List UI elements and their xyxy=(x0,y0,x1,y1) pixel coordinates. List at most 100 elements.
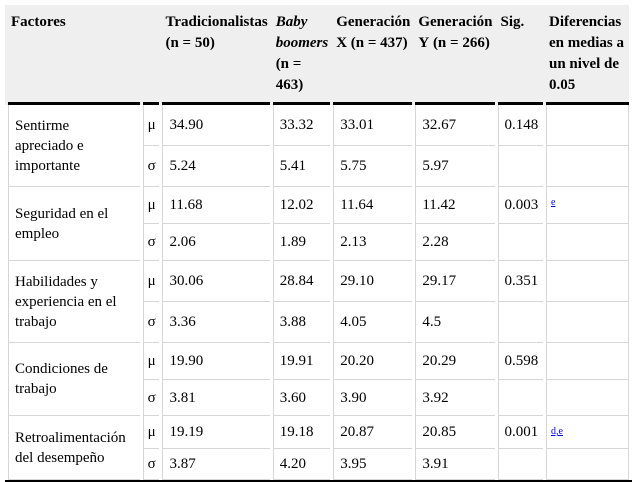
mean-value: 20.85 xyxy=(415,416,495,449)
sd-value: 5.75 xyxy=(333,146,413,187)
mean-value: 33.32 xyxy=(272,105,331,146)
col-header-factores: Factores xyxy=(8,5,140,105)
sig-empty-cell xyxy=(497,302,543,343)
mu-symbol: μ xyxy=(142,187,160,224)
factor-cell: Retroalimentación del desempeño xyxy=(8,416,140,480)
sigma-row: σ 5.24 5.41 5.75 5.97 xyxy=(8,146,629,187)
group-name: Baby boomers xyxy=(275,14,329,51)
sd-value: 4.20 xyxy=(272,449,331,480)
sig-value: 0.003 xyxy=(497,187,543,224)
mean-value: 19.18 xyxy=(272,416,331,449)
sd-value: 3.88 xyxy=(272,302,331,343)
group-name: Tradicionalistas xyxy=(165,14,268,30)
mean-value: 11.64 xyxy=(333,187,413,224)
sig-value: 0.148 xyxy=(497,105,543,146)
sd-value: 3.87 xyxy=(162,449,270,480)
col-header-generacion-y: Generación Y (n = 266) xyxy=(415,5,495,105)
sigma-row: σ 2.06 1.89 2.13 2.28 xyxy=(8,224,629,261)
footnote-link[interactable]: d,e xyxy=(551,426,563,437)
mean-value: 28.84 xyxy=(272,261,331,302)
diff-empty-cell xyxy=(546,146,629,187)
mu-row: Habilidades y experiencia en el trabajo … xyxy=(8,261,629,343)
sig-empty-cell xyxy=(497,224,543,261)
sd-value: 2.06 xyxy=(162,224,270,261)
factor-cell: Condiciones de trabajo xyxy=(8,343,140,416)
sd-value: 3.81 xyxy=(162,380,270,416)
mu-row: Retroalimentación del desempeño μ 19.19 … xyxy=(8,416,629,480)
diff-cell xyxy=(546,343,629,380)
footnote-link[interactable]: e xyxy=(551,197,556,208)
sigma-symbol: σ xyxy=(142,449,160,480)
sd-value: 1.89 xyxy=(272,224,331,261)
sd-value: 3.95 xyxy=(333,449,413,480)
mean-value: 11.42 xyxy=(415,187,495,224)
mu-row: Sentirme apreciado e importante μ 34.90 … xyxy=(8,105,629,187)
mean-value: 33.01 xyxy=(333,105,413,146)
mean-value: 34.90 xyxy=(162,105,270,146)
sd-value: 2.28 xyxy=(415,224,495,261)
header-row: Factores Tradicionalistas (n = 50) Baby … xyxy=(8,5,629,105)
mean-value: 19.19 xyxy=(162,416,270,449)
mean-value: 20.29 xyxy=(415,343,495,380)
mu-symbol: μ xyxy=(142,261,160,302)
mu-row: Condiciones de trabajo μ 19.90 19.91 20.… xyxy=(8,343,629,416)
sd-value: 5.97 xyxy=(415,146,495,187)
mean-value: 20.87 xyxy=(333,416,413,449)
sd-value: 4.5 xyxy=(415,302,495,343)
factor-cell: Seguridad en el empleo xyxy=(8,187,140,261)
factor-cell: Habilidades y experiencia en el trabajo xyxy=(8,261,140,343)
mu-symbol: μ xyxy=(142,105,160,146)
sd-value: 5.41 xyxy=(272,146,331,187)
diff-empty-cell xyxy=(546,224,629,261)
sig-empty-cell xyxy=(497,449,543,480)
sd-value: 3.36 xyxy=(162,302,270,343)
diff-cell: e xyxy=(546,187,629,224)
sd-value: 3.90 xyxy=(333,380,413,416)
group-n: (n = 463) xyxy=(275,56,304,93)
sig-value: 0.001 xyxy=(497,416,543,449)
sd-value: 4.05 xyxy=(333,302,413,343)
col-header-sig: Sig. xyxy=(497,5,543,105)
group-n: (n = 50) xyxy=(165,35,215,51)
diff-cell xyxy=(546,261,629,302)
sig-empty-cell xyxy=(497,380,543,416)
mean-value: 30.06 xyxy=(162,261,270,302)
col-header-baby-boomers: Baby boomers (n = 463) xyxy=(272,5,331,105)
sig-value: 0.351 xyxy=(497,261,543,302)
mean-value: 11.68 xyxy=(162,187,270,224)
mean-value: 19.91 xyxy=(272,343,331,380)
sigma-symbol: σ xyxy=(142,224,160,261)
sigma-symbol: σ xyxy=(142,146,160,187)
diff-empty-cell xyxy=(546,302,629,343)
sd-value: 3.91 xyxy=(415,449,495,480)
diff-cell: d,e xyxy=(546,416,629,449)
mu-symbol: μ xyxy=(142,343,160,380)
mean-value: 29.17 xyxy=(415,261,495,302)
sd-value: 3.60 xyxy=(272,380,331,416)
diff-empty-cell xyxy=(546,449,629,480)
mu-symbol: μ xyxy=(142,416,160,449)
sigma-row: σ 3.36 3.88 4.05 4.5 xyxy=(8,302,629,343)
diff-cell xyxy=(546,105,629,146)
sigma-symbol: σ xyxy=(142,380,160,416)
factor-cell: Sentirme apreciado e importante xyxy=(8,105,140,187)
mean-value: 29.10 xyxy=(333,261,413,302)
col-header-tradicionalistas: Tradicionalistas (n = 50) xyxy=(162,5,270,105)
group-name: Generación Y xyxy=(418,14,493,51)
col-header-diferencias: Diferencias en medias a un nivel de 0.05 xyxy=(546,5,629,105)
stats-table: Factores Tradicionalistas (n = 50) Baby … xyxy=(5,5,632,482)
mean-value: 19.90 xyxy=(162,343,270,380)
sd-value: 5.24 xyxy=(162,146,270,187)
mean-value: 12.02 xyxy=(272,187,331,224)
diff-empty-cell xyxy=(546,380,629,416)
group-name: Generación X xyxy=(336,14,411,51)
mu-row: Seguridad en el empleo μ 11.68 12.02 11.… xyxy=(8,187,629,261)
sigma-row: σ 3.81 3.60 3.90 3.92 xyxy=(8,380,629,416)
mean-value: 32.67 xyxy=(415,105,495,146)
sd-value: 2.13 xyxy=(333,224,413,261)
col-header-stat-symbol xyxy=(142,5,160,105)
sig-empty-cell xyxy=(497,146,543,187)
col-header-generacion-x: Generación X (n = 437) xyxy=(333,5,413,105)
sig-value: 0.598 xyxy=(497,343,543,380)
